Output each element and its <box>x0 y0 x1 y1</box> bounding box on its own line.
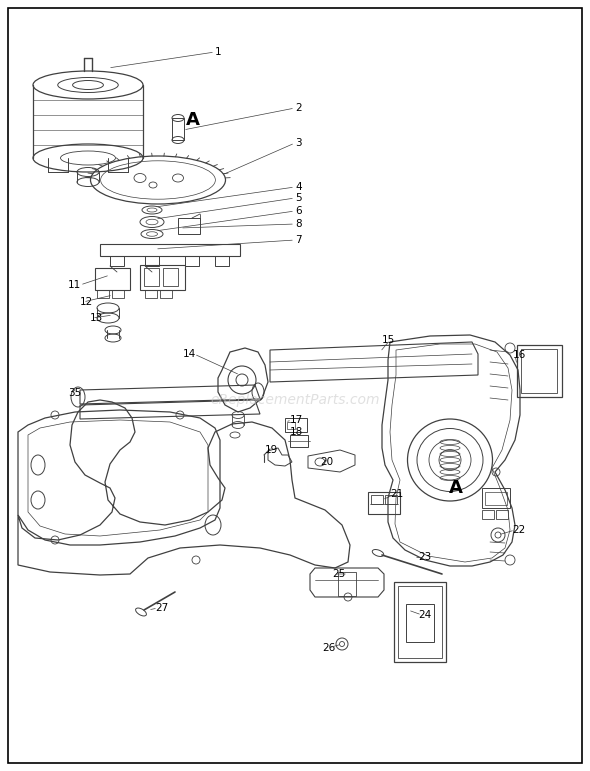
Bar <box>394 582 446 662</box>
Bar <box>485 492 507 505</box>
Text: 21: 21 <box>390 489 403 499</box>
Text: 15: 15 <box>382 335 395 345</box>
Text: 35: 35 <box>68 388 81 398</box>
Bar <box>95 268 130 290</box>
Text: 13: 13 <box>90 313 103 323</box>
Text: 1: 1 <box>215 47 222 57</box>
Bar <box>285 418 307 432</box>
Text: 17: 17 <box>290 415 303 425</box>
Bar <box>290 435 308 447</box>
Bar <box>517 345 562 397</box>
Text: 14: 14 <box>183 349 196 359</box>
Bar <box>100 244 240 256</box>
Bar <box>368 492 400 514</box>
Bar <box>110 256 124 266</box>
Bar <box>185 256 199 266</box>
Bar <box>496 510 508 519</box>
Bar <box>178 218 200 234</box>
Text: 8: 8 <box>295 219 301 229</box>
Bar <box>482 510 494 519</box>
Text: 7: 7 <box>295 235 301 245</box>
Bar <box>385 495 397 504</box>
Text: A: A <box>186 111 200 129</box>
Bar <box>521 349 557 393</box>
Bar <box>215 256 229 266</box>
Bar <box>97 290 109 298</box>
Bar <box>371 495 383 504</box>
Text: 5: 5 <box>295 193 301 203</box>
Bar <box>482 488 510 508</box>
Text: 4: 4 <box>295 182 301 192</box>
Text: 20: 20 <box>320 457 333 467</box>
Bar <box>172 118 184 140</box>
Bar <box>160 290 172 298</box>
Text: 27: 27 <box>155 603 168 613</box>
Text: 25: 25 <box>332 569 345 579</box>
Text: 2: 2 <box>295 103 301 113</box>
Text: 11: 11 <box>68 280 81 290</box>
Bar <box>338 572 356 596</box>
Text: A: A <box>449 479 463 497</box>
Text: eReplacementParts.com: eReplacementParts.com <box>210 393 380 407</box>
Bar <box>398 586 442 658</box>
Bar <box>145 256 159 266</box>
Text: 24: 24 <box>418 610 431 620</box>
Bar <box>140 265 185 290</box>
Bar <box>406 604 434 642</box>
Text: 3: 3 <box>295 138 301 148</box>
Text: 26: 26 <box>322 643 335 653</box>
Bar <box>287 422 295 429</box>
Text: 22: 22 <box>512 525 525 535</box>
Text: 6: 6 <box>295 206 301 216</box>
Bar <box>145 290 157 298</box>
Text: 19: 19 <box>265 445 278 455</box>
Text: 18: 18 <box>290 427 303 437</box>
Bar <box>112 290 124 298</box>
Bar <box>163 268 178 286</box>
Text: 23: 23 <box>418 552 431 562</box>
Text: 16: 16 <box>513 350 526 360</box>
Bar <box>144 268 159 286</box>
Text: 12: 12 <box>80 297 93 307</box>
